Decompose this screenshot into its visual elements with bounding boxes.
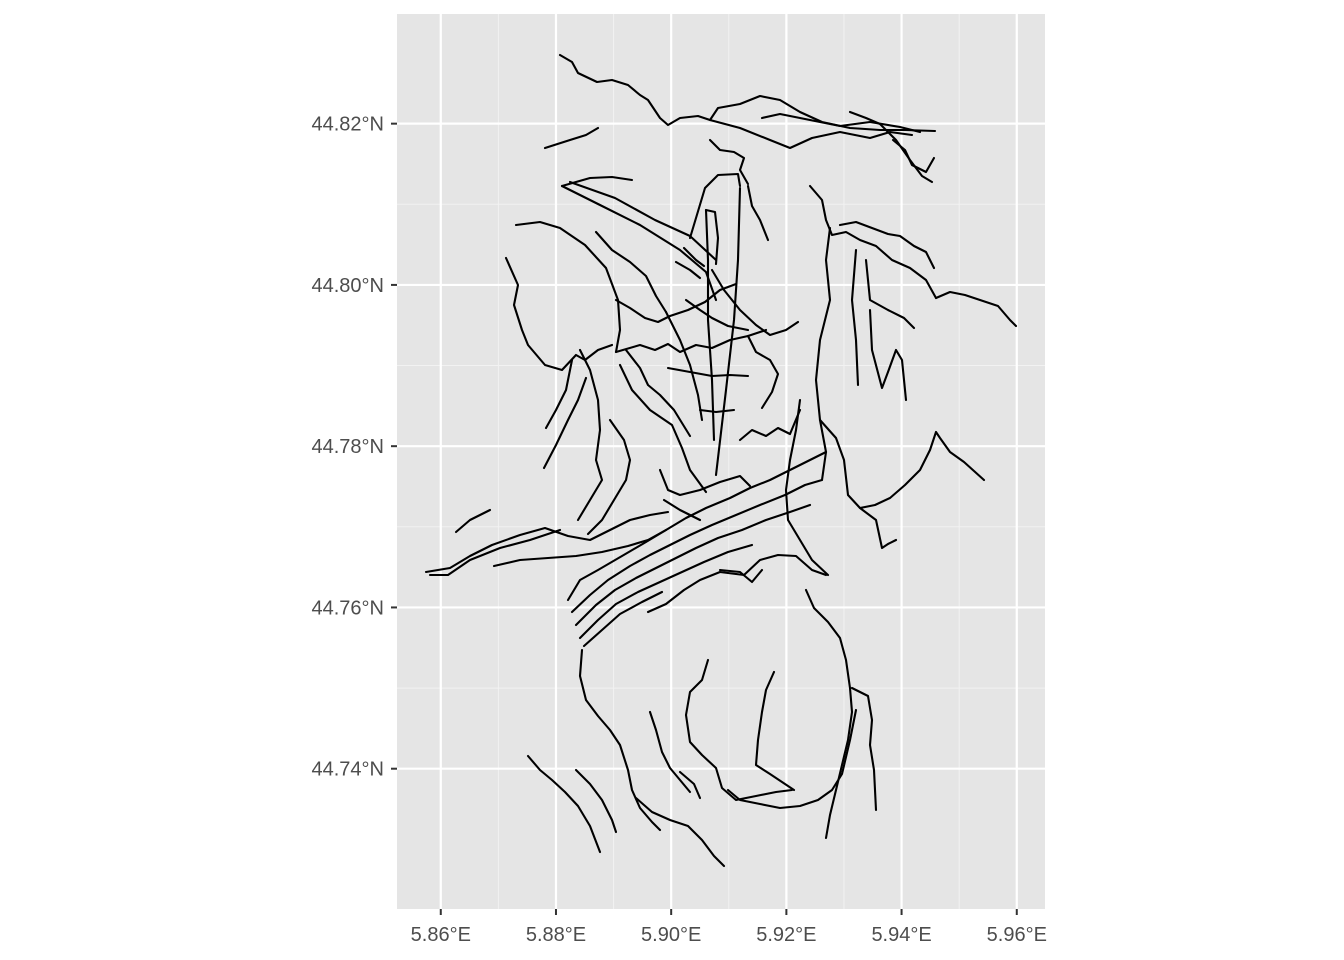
y-tick-label: 44.82°N (312, 114, 385, 136)
x-tick-label: 5.90°E (641, 924, 701, 946)
panel-background (397, 14, 1045, 909)
y-tick-label: 44.80°N (312, 275, 385, 297)
plot-panel (397, 14, 1045, 909)
x-tick-label: 5.94°E (871, 924, 931, 946)
y-tick-label: 44.74°N (312, 759, 385, 781)
x-tick-label: 5.86°E (411, 924, 471, 946)
y-tick-label: 44.78°N (312, 436, 385, 458)
x-tick-label: 5.92°E (756, 924, 816, 946)
x-tick-label: 5.88°E (526, 924, 586, 946)
x-tick-label: 5.96°E (987, 924, 1047, 946)
y-tick-label: 44.76°N (312, 597, 385, 619)
